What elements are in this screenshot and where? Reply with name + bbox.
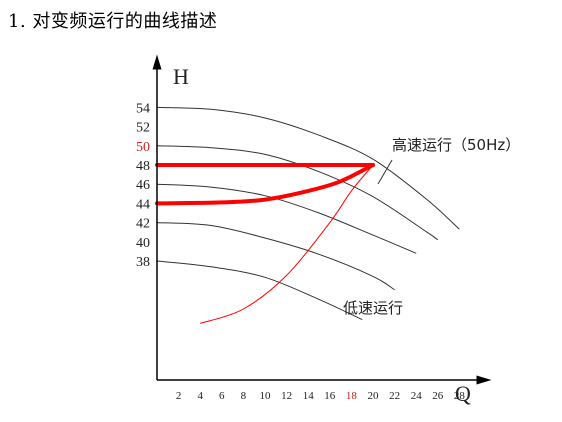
pump-curve-3: [156, 183, 417, 254]
y-tick-label: 42: [136, 217, 150, 232]
y-tick-label: 40: [136, 236, 150, 251]
x-tick-label: 4: [197, 390, 203, 402]
low-speed-annotation: 低速运行: [343, 299, 403, 317]
x-tick-label: 10: [260, 390, 272, 402]
y-tick-label: 44: [136, 197, 150, 212]
y-tick-label: 54: [136, 101, 150, 116]
y-axis-label: H: [173, 64, 189, 89]
pump-curve-4: [156, 222, 395, 291]
high-speed-annotation: 高速运行（50Hz）: [392, 136, 520, 154]
operating-line-2: [155, 163, 375, 206]
high-speed-leader: [377, 159, 393, 185]
x-tick-label: 26: [432, 390, 444, 402]
x-tick-label: 22: [389, 390, 400, 402]
pump-curve-2: [156, 145, 439, 241]
x-tick-label: 12: [281, 390, 292, 402]
x-tick-label: 6: [219, 390, 225, 402]
pump-curve-1: [156, 106, 460, 230]
y-tick-label: 52: [136, 121, 150, 136]
y-tick-label: 48: [136, 159, 150, 174]
x-axis-label: Q: [455, 381, 471, 406]
system-curve: [200, 164, 374, 324]
x-tick-label: 14: [303, 390, 315, 402]
y-tick-label: 46: [136, 178, 150, 193]
operating-lines-group: [155, 163, 375, 206]
y-tick-label: 50: [136, 140, 150, 155]
x-tick-label: 2: [176, 390, 182, 402]
y-tick-label: 38: [136, 255, 150, 270]
axes-group: [152, 54, 492, 385]
pump-curves-group: [156, 106, 460, 321]
section-heading: 1. 对变频运行的曲线描述: [8, 11, 218, 32]
x-tick-label: 20: [368, 390, 380, 402]
x-tick-label: 8: [241, 390, 247, 402]
system-curve-group: [200, 164, 374, 324]
x-tick-label: 18: [346, 390, 358, 402]
x-tick-label: 28: [454, 390, 466, 402]
x-tick-label: 24: [411, 390, 423, 402]
x-tick-label: 16: [324, 390, 336, 402]
pump-curve-5: [156, 260, 363, 321]
